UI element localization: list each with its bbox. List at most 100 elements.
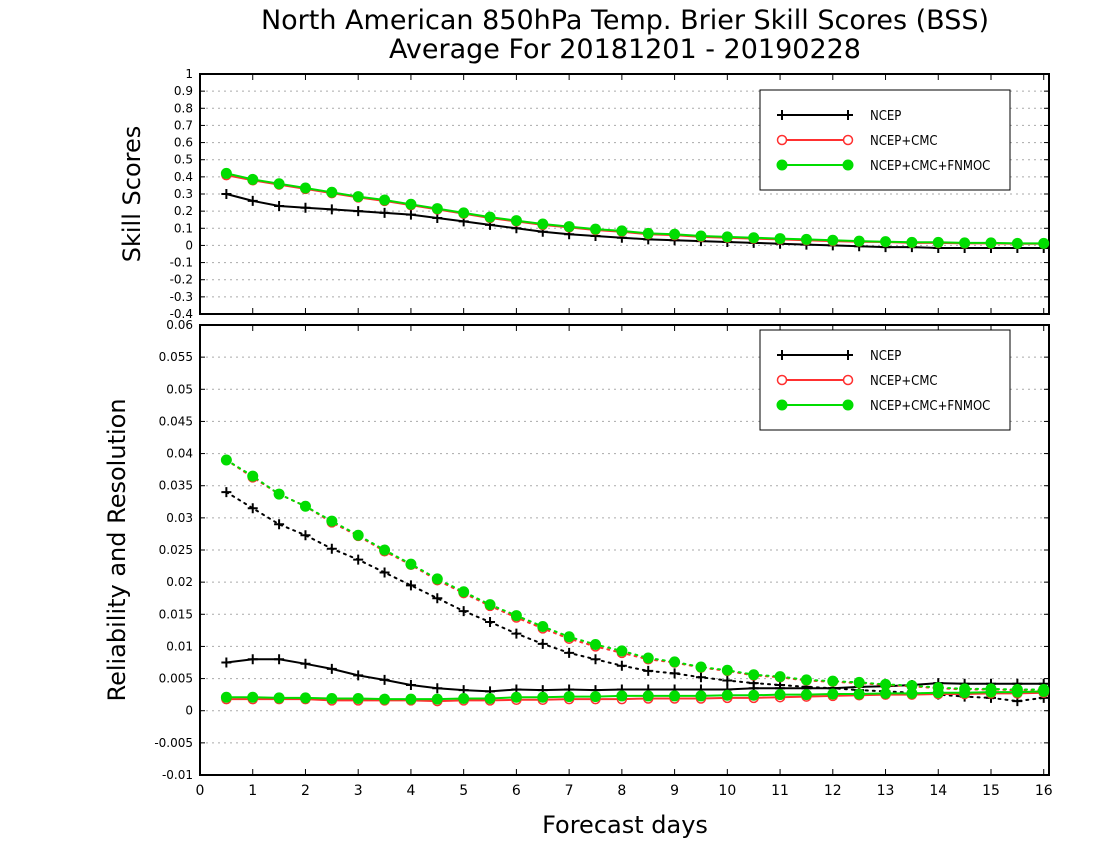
- data-point: [274, 201, 285, 211]
- data-point: [379, 194, 391, 206]
- data-point: [273, 692, 285, 704]
- data-point: [432, 593, 443, 604]
- y-tick-label: 0.005: [159, 672, 193, 686]
- data-point: [379, 693, 391, 705]
- data-point: [616, 225, 628, 237]
- x-tick-label: 7: [565, 783, 574, 799]
- skill-scores-panel: -0.4 -0.3 -0.2 -0.1 0 0.1 0.2 0.3 0.4 0.5 0.6 0.7 0.…: [118, 67, 1050, 321]
- y-tick-label: 0.7: [174, 118, 193, 132]
- data-point: [326, 663, 337, 674]
- data-point: [774, 671, 786, 683]
- data-point: [669, 228, 681, 240]
- data-point: [985, 686, 997, 698]
- data-point: [642, 690, 654, 702]
- data-point: [247, 691, 259, 703]
- y-tick-label: 0.8: [174, 101, 193, 115]
- data-point: [669, 668, 680, 679]
- data-point: [1011, 237, 1023, 249]
- data-point: [405, 209, 416, 220]
- data-point: [880, 236, 892, 248]
- data-point: [1038, 237, 1050, 249]
- x-tick-label: 8: [617, 783, 626, 799]
- data-point: [352, 191, 364, 203]
- data-point: [484, 693, 496, 704]
- data-point: [800, 674, 812, 686]
- y-tick-label: -0.1: [170, 256, 193, 270]
- data-point: [247, 470, 259, 482]
- data-point: [880, 687, 892, 699]
- series-ncep: [221, 654, 1049, 697]
- data-point: [827, 688, 839, 700]
- series-line: [225, 491, 1045, 703]
- data-point: [221, 657, 232, 668]
- y-tick-label: 0.045: [159, 414, 193, 428]
- data-point: [379, 207, 390, 218]
- data-point: [326, 543, 337, 554]
- legend-marker: [842, 134, 854, 146]
- y-tick-label: -0.4: [170, 307, 193, 321]
- legend-marker: [776, 374, 788, 386]
- legend-label: NCEP: [870, 349, 901, 364]
- data-point: [221, 189, 232, 199]
- data-point: [800, 689, 812, 701]
- legend-marker: [842, 159, 854, 171]
- data-point: [247, 503, 258, 514]
- data-point: [353, 206, 364, 217]
- data-point: [589, 691, 601, 703]
- y-tick-label: 0: [185, 704, 193, 718]
- data-point: [589, 639, 601, 650]
- data-point: [510, 691, 522, 703]
- y-tick-label: 0.035: [159, 479, 193, 493]
- data-point: [299, 692, 311, 704]
- data-point: [748, 689, 760, 701]
- x-tick-label: 3: [354, 783, 363, 799]
- x-tick-label: 0: [196, 783, 205, 799]
- legend-label: NCEP+CMC: [870, 374, 938, 389]
- data-point: [563, 221, 575, 233]
- legend-marker: [777, 110, 787, 120]
- legend-marker: [776, 134, 788, 146]
- data-point: [510, 215, 522, 227]
- data-point: [484, 599, 496, 611]
- data-point: [299, 500, 311, 512]
- data-point: [274, 654, 285, 665]
- data-point: [721, 664, 733, 676]
- data-point: [642, 652, 654, 664]
- series-ncep-cmc-fnmoc: [220, 454, 1050, 695]
- data-point: [247, 173, 259, 185]
- y-tick-label: 0.05: [166, 382, 193, 396]
- data-point: [774, 233, 786, 245]
- data-point: [695, 690, 707, 702]
- x-tick-label: 13: [877, 783, 895, 799]
- data-point: [405, 198, 417, 210]
- data-point: [431, 573, 443, 585]
- data-point: [431, 203, 443, 215]
- data-point: [537, 638, 548, 649]
- y-tick-label: -0.01: [162, 768, 193, 782]
- legend: NCEP NCEP+CMC NCEP+CMC+FNMOC: [759, 329, 1011, 431]
- data-point: [853, 235, 865, 247]
- chart-title-line2: Average For 20181201 - 20190228: [389, 34, 861, 65]
- data-point: [326, 186, 338, 198]
- data-point: [853, 688, 865, 700]
- data-point: [853, 676, 865, 688]
- data-point: [299, 182, 311, 194]
- series-line: [225, 459, 1045, 692]
- data-point: [669, 690, 681, 702]
- data-point: [300, 530, 311, 541]
- x-tick-label: 10: [718, 783, 736, 799]
- x-tick-label: 15: [982, 783, 1000, 799]
- data-point: [932, 687, 944, 699]
- data-point: [1011, 686, 1023, 698]
- data-point: [221, 487, 232, 498]
- legend-marker: [776, 159, 788, 171]
- legend-marker: [842, 374, 854, 386]
- x-tick-label: 14: [929, 783, 947, 799]
- series-ncep-cmc-fnmoc: [220, 685, 1050, 705]
- data-point: [616, 660, 627, 671]
- series-line: [226, 193, 1044, 249]
- y-tick-label: 0.3: [174, 187, 193, 201]
- y-tick-label: 0.055: [159, 350, 193, 364]
- y-tick-label: 0.04: [166, 447, 193, 461]
- data-point: [537, 691, 549, 703]
